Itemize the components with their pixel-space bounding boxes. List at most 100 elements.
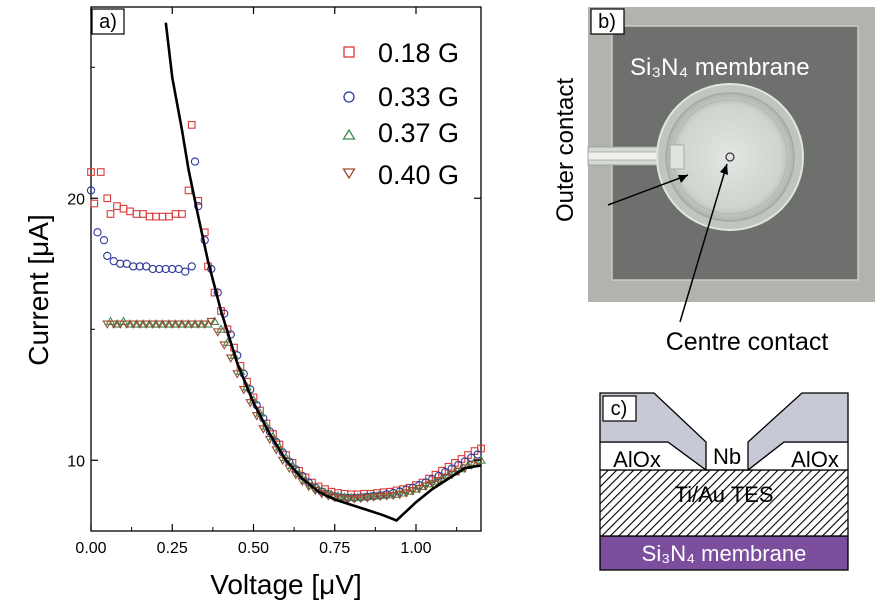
point-square (103, 194, 112, 203)
lead-entry (669, 144, 685, 170)
tes-layer (599, 469, 849, 537)
point-square (87, 168, 95, 176)
series-3 (102, 317, 483, 504)
point-square (178, 210, 186, 218)
legend-marker-square (343, 46, 355, 58)
point-triangle-down (401, 489, 412, 498)
point-triangle-down (206, 317, 217, 327)
arrow-centre-contact (679, 163, 728, 323)
x-tick-label: 0.50 (238, 540, 269, 557)
point-triangle-down (375, 492, 386, 502)
centre-contact-label: Centre contact (666, 328, 829, 356)
point-triangle-down (134, 320, 145, 329)
outer-contact-label: Outer contact (552, 78, 579, 222)
point-triangle-down (108, 320, 119, 329)
point-triangle-down (336, 494, 347, 504)
alox-right-label: AlOx (791, 447, 839, 472)
point-triangle-down (245, 399, 256, 408)
point-triangle-up (196, 319, 207, 328)
point-circle (135, 262, 144, 271)
point-triangle-up (398, 488, 408, 497)
legend-label-2: 0.37 G (378, 118, 459, 148)
point-triangle-up (138, 319, 148, 328)
legend-marker-triangle-down (342, 168, 356, 180)
point-triangle-down (141, 320, 152, 329)
point-triangle-up (157, 319, 168, 328)
point-triangle-down (407, 487, 418, 496)
point-triangle-down (232, 370, 243, 379)
x-tick-label: 1.00 (400, 540, 431, 557)
panel-b-micrograph: b) Si₃N₄ membrane Outer contact Centre c… (552, 7, 875, 356)
point-triangle-down (414, 485, 425, 494)
panel-a-label: a) (99, 11, 117, 33)
point-triangle-down (238, 385, 249, 395)
x-tick-label: 0.25 (157, 540, 188, 557)
point-triangle-down (355, 494, 366, 504)
point-triangle-down (388, 491, 399, 501)
arrowhead-centre (720, 164, 728, 175)
point-circle (155, 264, 164, 274)
legend-label-0: 0.18 G (378, 38, 459, 68)
point-triangle-down (102, 320, 113, 329)
point-triangle-down (420, 482, 431, 491)
point-triangle-down (219, 341, 230, 350)
point-triangle-down (121, 320, 132, 329)
point-triangle-up (359, 492, 369, 501)
point-square (96, 168, 105, 176)
point-circle (103, 251, 112, 261)
point-triangle-down (115, 320, 126, 329)
point-triangle-up (411, 484, 421, 493)
point-triangle-down (193, 320, 204, 329)
panel-c-cross-section: c) Nb AlOx AlOx Ti/Au TES Si₃N₄ membrane (599, 392, 849, 571)
panel-a-label-box (91, 8, 125, 35)
point-triangle-down (258, 425, 269, 434)
point-circle (168, 264, 177, 274)
y-axis-label: Current [μA] (23, 214, 54, 366)
point-square (477, 444, 485, 453)
axis-ticks: 0.00 0.25 0.50 0.75 1.00 10 20 (67, 7, 481, 557)
point-triangle-up (125, 319, 135, 328)
point-triangle-down (466, 461, 477, 470)
point-triangle-up (385, 489, 395, 499)
point-square (187, 121, 196, 129)
point-triangle-up (183, 319, 194, 328)
x-axis-label: Voltage [μV] (210, 569, 362, 600)
alox-left-label: AlOx (613, 447, 661, 472)
legend-label-3: 0.40 G (378, 160, 459, 190)
y-tick-label: 20 (67, 191, 85, 208)
nb-layer (599, 392, 849, 471)
contact-disk (665, 92, 795, 222)
point-circle (473, 450, 482, 459)
point-triangle-up (372, 491, 382, 500)
y-tick-label: 10 (67, 453, 85, 470)
x-tick-label: 0.75 (319, 540, 350, 557)
point-triangle-down (225, 354, 236, 363)
point-circle (190, 157, 200, 166)
point-triangle-up (131, 319, 142, 328)
point-triangle-down (128, 320, 139, 329)
point-triangle-up (352, 492, 363, 502)
point-circle (187, 262, 196, 271)
point-triangle-down (433, 477, 444, 486)
legend: 0.18 G 0.33 G 0.37 G 0.40 G (342, 38, 459, 190)
point-square (106, 210, 115, 218)
nb-label: Nb (713, 444, 741, 469)
point-triangle-down (349, 495, 360, 504)
point-triangle-up (378, 490, 389, 499)
panel-c-label-box (602, 395, 637, 422)
point-triangle-up (404, 486, 415, 495)
point-circle (148, 264, 157, 274)
point-triangle-down (154, 320, 165, 329)
point-circle (93, 228, 102, 237)
chart-marks (86, 22, 486, 523)
point-triangle-down (186, 320, 197, 329)
point-circle (181, 267, 190, 276)
point-triangle-down (212, 328, 223, 337)
point-triangle-up (164, 319, 174, 328)
fit-line (164, 22, 482, 523)
membrane-label: Si₃N₄ membrane (630, 54, 810, 81)
point-triangle-down (167, 320, 178, 329)
point-circle (161, 264, 170, 274)
legend-label-1: 0.33 G (378, 82, 459, 112)
